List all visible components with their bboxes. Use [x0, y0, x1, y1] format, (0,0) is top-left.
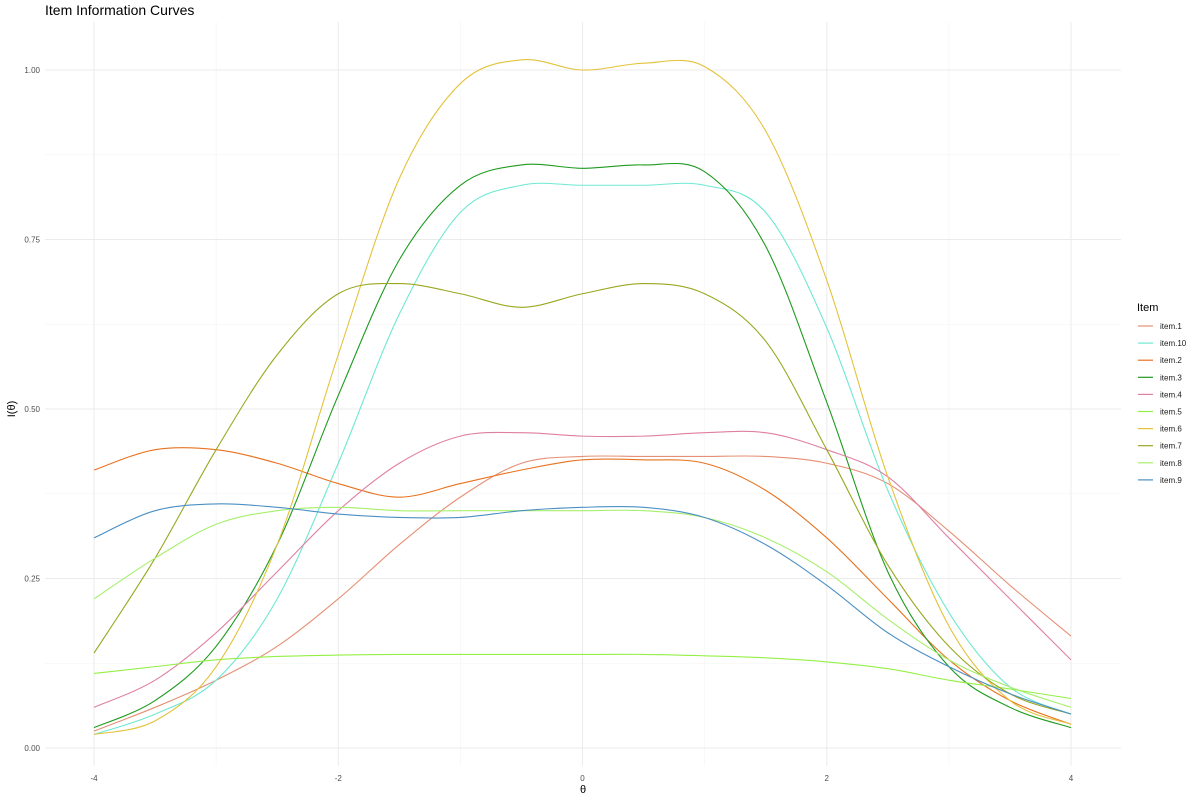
series-line-item-10	[93, 182, 1072, 735]
legend-title: Item	[1137, 302, 1158, 314]
legend-label: item.10	[1160, 339, 1187, 348]
x-tick-label: -4	[90, 774, 98, 783]
legend-label: item.4	[1160, 390, 1182, 399]
y-tick-label: 1.00	[24, 66, 40, 75]
legend-label: item.3	[1160, 373, 1182, 382]
legend-label: item.6	[1160, 425, 1182, 434]
series-line-item-4	[93, 430, 1072, 708]
series-line-item-8	[93, 506, 1072, 708]
x-axis-ticks: -4 -2 0 2 4	[90, 774, 1073, 783]
y-tick-label: 0.00	[24, 744, 40, 753]
series-line-item-7	[93, 282, 1072, 715]
x-tick-label: 0	[580, 774, 585, 783]
y-tick-label: 0.50	[24, 405, 40, 414]
x-axis-label: θ	[580, 784, 586, 796]
legend-label: item.7	[1160, 442, 1182, 451]
legend-label: item.5	[1160, 408, 1182, 417]
y-tick-label: 0.75	[24, 236, 40, 245]
y-tick-label: 0.25	[24, 575, 40, 584]
chart-title: Item Information Curves	[45, 2, 194, 18]
legend-label: item.1	[1160, 322, 1182, 331]
y-axis-ticks: 0.00 0.25 0.50 0.75 1.00	[24, 66, 40, 753]
legend: Item item.1 item.10 item.2 item.3 item.4 item…	[1137, 302, 1187, 485]
series-line-item-5	[93, 653, 1072, 700]
series-line-item-3	[93, 162, 1072, 729]
legend-label: item.9	[1160, 476, 1182, 485]
series-line-item-2	[93, 447, 1072, 725]
x-tick-label: -2	[335, 774, 343, 783]
series-lines	[93, 59, 1072, 735]
y-axis-label: I(θ)	[6, 401, 18, 418]
legend-label: item.2	[1160, 356, 1182, 365]
legend-label: item.8	[1160, 459, 1182, 468]
x-tick-label: 4	[1069, 774, 1074, 783]
series-line-item-6	[93, 59, 1072, 735]
series-line-item-9	[93, 503, 1072, 715]
x-tick-label: 2	[825, 774, 830, 783]
